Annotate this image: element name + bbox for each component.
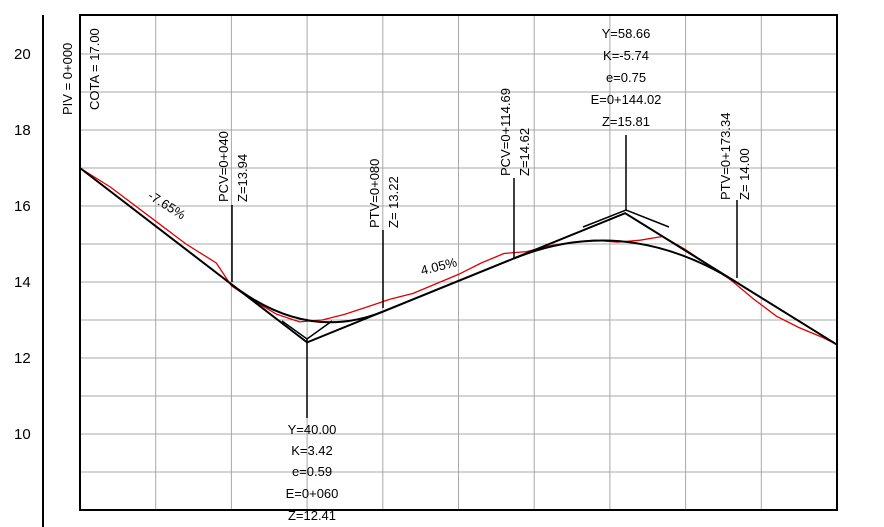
chart-frame — [79, 14, 838, 511]
curve1-length: Y=40.00 — [288, 422, 337, 437]
curve1-external: e=0.59 — [292, 464, 332, 479]
y-tick-label: 20 — [14, 46, 31, 63]
ptv2-station-label: PTV=0+173.34 — [718, 113, 733, 200]
y-tick-label: 18 — [14, 122, 31, 139]
pcv2-elevation-label: Z=14.62 — [517, 128, 532, 176]
piv-station-label: PIV = 0+000 — [60, 43, 75, 115]
curve1-k-value: K=3.42 — [291, 443, 333, 458]
pcv2-station-label: PCV=0+114.69 — [498, 88, 513, 176]
ptv1-station-label: PTV=0+080 — [367, 159, 382, 228]
curve2-elevation: Z=15.81 — [602, 114, 650, 129]
sag-vertical-curve — [230, 283, 384, 324]
curve1-station: E=0+060 — [286, 486, 339, 501]
piv-elevation-label: COTA = 17.00 — [87, 28, 102, 110]
ptv1-elevation-label: Z= 13.22 — [386, 176, 401, 228]
pcv1-elevation-label: Z=13.94 — [235, 154, 250, 202]
pcv1-station-label: PCV=0+040 — [216, 131, 231, 202]
y-tick-label: 12 — [14, 350, 31, 367]
curve2-k-value: K=-5.74 — [603, 48, 649, 63]
ptv2-elevation-label: Z= 14.00 — [737, 148, 752, 200]
y-tick-label: 14 — [14, 274, 31, 291]
y-tick-label: 10 — [14, 426, 31, 443]
curve2-station: E=0+144.02 — [591, 92, 662, 107]
grade-label: 4.05% — [419, 254, 459, 278]
grade-label: -7.65% — [145, 188, 188, 223]
crest-vertical-curve — [513, 239, 737, 283]
grid-lines — [80, 15, 837, 510]
curve2-length: Y=58.66 — [602, 26, 651, 41]
y-tick-label: 16 — [14, 198, 31, 215]
curve1-elevation: Z=12.41 — [288, 508, 336, 523]
curve2-external: e=0.75 — [606, 70, 646, 85]
